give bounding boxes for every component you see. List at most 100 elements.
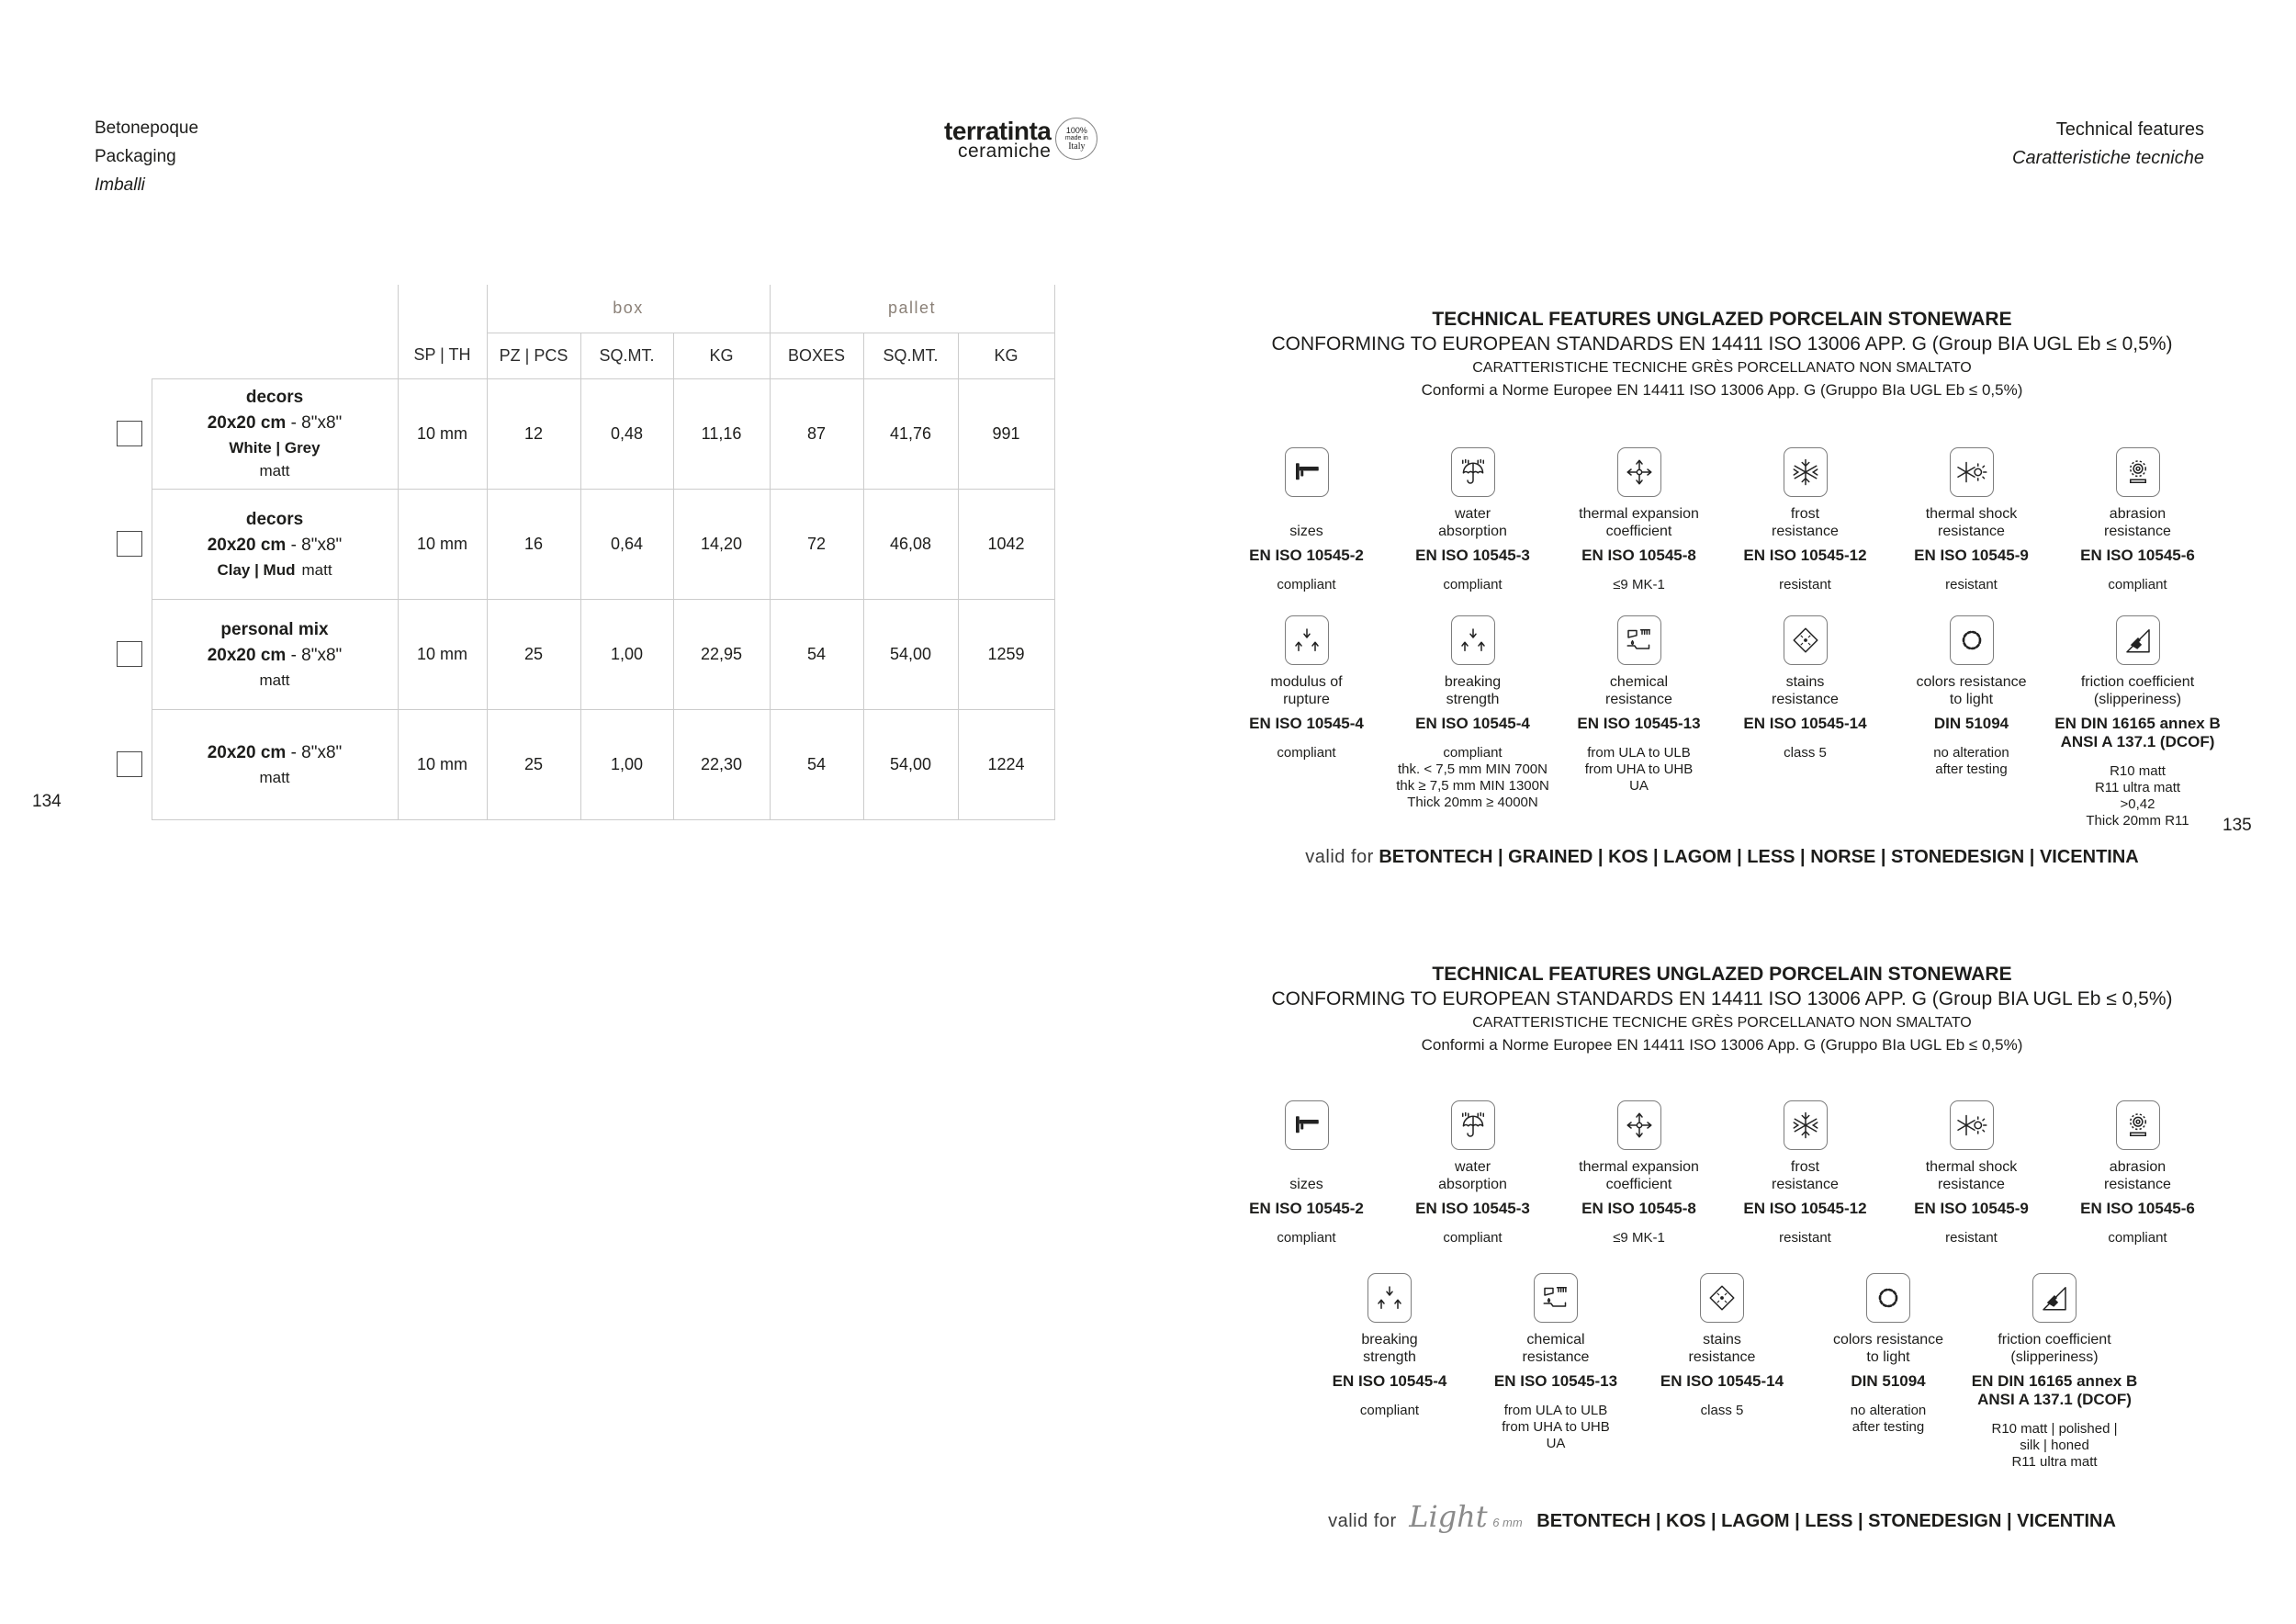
col-header-pallet-sqmt: SQ.MT.: [862, 333, 958, 379]
tech-feature-item: thermal expansion coefficient EN ISO 105…: [1556, 1100, 1722, 1246]
tech-feature-item: frost resistance EN ISO 10545-12 resista…: [1722, 1100, 1888, 1246]
valid-for-brands: BETONTECH | GRAINED | KOS | LAGOM | LESS…: [1379, 847, 2139, 867]
tech-feature-item: water absorption EN ISO 10545-3 complian…: [1390, 1100, 1556, 1246]
feature-label: modulus of rupture: [1270, 674, 1343, 707]
col-header-box-kg: KG: [672, 333, 770, 379]
right-title-italian: Caratteristiche tecniche: [2012, 148, 2204, 168]
right-page-header: Technical features Caratteristiche tecni…: [2012, 116, 2204, 173]
snowflake-sun-icon: [1949, 1100, 1994, 1150]
feature-value: no alteration after testing: [1933, 745, 2009, 777]
packaging-table: box pallet SP | TH PZ | PCS SQ.MT. KG BO…: [108, 285, 1055, 820]
tech-feature-item: friction coefficient (slipperiness) EN D…: [2054, 615, 2221, 829]
tech2-subtitle-it-caps: CARATTERISTICHE TECNICHE GRÈS PORCELLANA…: [1472, 1015, 1972, 1031]
feature-value: R10 matt | polished | silk | honed R11 u…: [1991, 1421, 2118, 1470]
feature-standard: EN ISO 10545-12: [1743, 547, 1867, 564]
cell-box-kg: 14,20: [672, 489, 770, 600]
cell-box-pz-pcs: 12: [486, 378, 580, 490]
brand-name: terratinta: [944, 117, 1052, 145]
feature-standard: EN ISO 10545-13: [1493, 1372, 1618, 1390]
feature-standard: EN ISO 10545-3: [1415, 547, 1530, 564]
tech1-title: TECHNICAL FEATURES UNGLAZED PORCELAIN ST…: [1432, 309, 2012, 330]
cell-box-pz-pcs: 25: [486, 599, 580, 710]
tech-feature-item: chemical resistance EN ISO 10545-13 from…: [1473, 1273, 1639, 1471]
feature-label: friction coefficient (slipperiness): [1998, 1332, 2111, 1365]
cell-pallet-kg: 1259: [957, 599, 1055, 710]
checkbox-cell: [108, 709, 152, 819]
cell-pallet-kg: 991: [957, 378, 1055, 490]
acid-drop-icon: [1534, 1273, 1578, 1323]
cell-pallet-boxes: 54: [769, 709, 863, 820]
row-checkbox[interactable]: [117, 421, 143, 446]
tech-feature-item: colors resistance to light DIN 51094 no …: [1806, 1273, 1972, 1471]
row-checkbox[interactable]: [117, 641, 143, 667]
feature-value: compliant: [1277, 577, 1336, 592]
product-finish-inline: matt: [301, 560, 332, 579]
collection-title: Betonepoque: [95, 118, 199, 138]
flex-arrows-icon: [1367, 1273, 1412, 1323]
product-finish: matt: [259, 769, 290, 786]
cell-box-sqmt: 1,00: [580, 709, 673, 820]
table-row: personal mix 20x20 cm - 8"x8" matt 10 mm…: [108, 599, 1055, 710]
feature-label: thermal expansion coefficient: [1579, 506, 1699, 539]
row-checkbox[interactable]: [117, 531, 143, 557]
product-description-cell: decors 20x20 cm - 8"x8" White | Grey mat…: [151, 378, 398, 490]
feature-label: colors resistance to light: [1916, 674, 2027, 707]
product-size-inches: - 8"x8": [290, 535, 343, 555]
feature-label: chemical resistance: [1605, 674, 1672, 707]
feature-value: compliant: [1277, 745, 1336, 761]
product-size-inches: - 8"x8": [290, 645, 343, 665]
grinding-disc-icon: [2115, 447, 2160, 497]
product-description-cell: decors 20x20 cm - 8"x8" Clay | Mud matt: [151, 489, 398, 600]
light-script-thickness: 6 mm: [1492, 1516, 1523, 1529]
feature-value: resistant: [1779, 577, 1831, 592]
checkbox-cell: [108, 489, 152, 599]
cell-pallet-sqmt: 54,00: [862, 709, 958, 820]
tech-feature-item: friction coefficient (slipperiness) EN D…: [1972, 1273, 2138, 1471]
acid-drop-icon: [1616, 615, 1661, 665]
feature-standard: EN ISO 10545-2: [1249, 547, 1364, 564]
feature-standard: EN ISO 10545-4: [1332, 1372, 1447, 1390]
light-script-logo: Light: [1409, 1499, 1488, 1534]
feature-label: frost resistance: [1772, 506, 1839, 539]
feature-value: no alteration after testing: [1850, 1403, 1927, 1435]
packaging-rows: decors 20x20 cm - 8"x8" White | Grey mat…: [108, 378, 1055, 820]
feature-label: thermal shock resistance: [1925, 506, 2018, 539]
feature-standard: EN ISO 10545-14: [1743, 715, 1867, 732]
feature-standard: EN ISO 10545-9: [1914, 547, 2029, 564]
feature-value: from ULA to ULB from UHA to UHB UA: [1502, 1403, 1610, 1451]
tech-section-1-header: TECHNICAL FEATURES UNGLAZED PORCELAIN ST…: [1148, 308, 2296, 401]
product-size: 20x20 cm - 8"x8": [207, 743, 343, 762]
feature-standard: EN DIN 16165 annex B ANSI A 137.1 (DCOF): [2054, 715, 2221, 750]
tech-feature-item: abrasion resistance EN ISO 10545-6 compl…: [2054, 447, 2221, 593]
made-in-italy-badge: 100% made in Italy: [1055, 118, 1098, 160]
section-title-italian: Imballi: [95, 175, 145, 195]
tech-feature-item: sizes EN ISO 10545-2 compliant: [1223, 1100, 1390, 1246]
col-header-sp-th: SP | TH: [397, 333, 487, 379]
left-page-header: Betonepoque Packaging Imballi: [95, 114, 198, 199]
snowflake-sun-icon: [1949, 447, 1994, 497]
cell-pallet-sqmt: 46,08: [862, 489, 958, 600]
cell-box-kg: 22,30: [672, 709, 770, 820]
cell-sp-th: 10 mm: [397, 378, 487, 490]
feature-standard: EN ISO 10545-2: [1249, 1200, 1364, 1217]
tech2-feature-row-2: breaking strength EN ISO 10545-4 complia…: [1148, 1273, 2296, 1471]
caliper-icon: [1284, 447, 1329, 497]
brand-subname: ceramiche: [958, 141, 1052, 162]
tech1-subtitle-it-caps: CARATTERISTICHE TECNICHE GRÈS PORCELLANA…: [1472, 360, 1972, 376]
feature-value: compliant: [1443, 577, 1503, 592]
feature-label: breaking strength: [1444, 674, 1502, 707]
cell-pallet-boxes: 72: [769, 489, 863, 600]
feature-label: sizes: [1289, 524, 1323, 539]
product-size: 20x20 cm - 8"x8": [207, 645, 343, 665]
sun-ring-icon: [1949, 615, 1994, 665]
product-name: personal mix: [220, 619, 329, 639]
product-description-cell: 20x20 cm - 8"x8" matt: [151, 709, 398, 820]
feature-standard: EN DIN 16165 annex B ANSI A 137.1 (DCOF): [1971, 1372, 2138, 1408]
valid-for-brands: BETONTECH | KOS | LAGOM | LESS | STONEDE…: [1536, 1511, 2116, 1531]
tech-feature-item: colors resistance to light DIN 51094 no …: [1888, 615, 2054, 829]
snowflake-icon: [1783, 447, 1828, 497]
checkbox-cell: [108, 378, 152, 489]
cell-box-pz-pcs: 25: [486, 709, 580, 820]
row-checkbox[interactable]: [117, 751, 143, 777]
product-size-inches: - 8"x8": [290, 413, 343, 433]
